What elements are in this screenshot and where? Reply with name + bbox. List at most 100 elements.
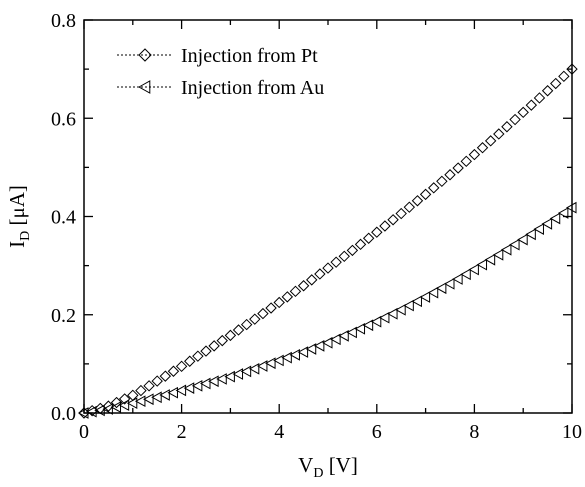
data-point-diamond: [436, 175, 448, 188]
data-point-triangle: [175, 384, 187, 397]
data-point-triangle: [86, 405, 97, 418]
y-tick-label: 0.8: [51, 10, 76, 32]
data-point-triangle: [565, 201, 577, 214]
data-point-triangle: [452, 273, 463, 285]
data-point-triangle: [94, 404, 105, 417]
data-point-triangle: [134, 395, 146, 408]
data-point-triangle: [289, 349, 300, 361]
x-tick-label: 0: [79, 421, 89, 443]
data-point-diamond: [257, 307, 269, 320]
data-point-diamond: [371, 226, 383, 238]
y-tick-label: 0.4: [51, 207, 76, 229]
data-point-triangle: [224, 370, 235, 383]
data-point-triangle: [484, 253, 496, 266]
data-point-triangle: [411, 295, 422, 308]
data-point-triangle: [143, 393, 154, 406]
data-point-triangle: [167, 386, 178, 399]
x-axis-label: VD [V]: [298, 453, 358, 481]
data-point-diamond: [306, 274, 318, 286]
data-point-triangle: [102, 403, 113, 415]
data-point-diamond: [338, 250, 350, 262]
series-0: [78, 63, 578, 419]
data-point-triangle: [110, 401, 122, 413]
data-point-triangle: [191, 379, 203, 392]
data-point-diamond: [468, 148, 481, 161]
legend-marker: [137, 80, 151, 94]
data-point-triangle: [354, 322, 366, 335]
data-point-diamond: [533, 92, 546, 104]
data-point-diamond: [224, 329, 237, 342]
data-point-triangle: [338, 330, 349, 342]
x-tick-label: 6: [372, 421, 382, 443]
data-point-triangle: [476, 258, 488, 271]
data-point-diamond: [265, 302, 277, 314]
data-point-diamond: [541, 85, 554, 97]
data-point-diamond: [184, 355, 196, 367]
axis-ticks: 0 2 4 6 8 10 0.0 0.2 0.4 0.6 0.8: [51, 10, 582, 443]
data-point-triangle: [240, 365, 252, 378]
data-point-diamond: [395, 207, 407, 220]
y-axis-label: ID [μA]: [5, 185, 33, 248]
series-1: [77, 201, 577, 419]
data-point-diamond: [354, 238, 367, 251]
data-point-diamond: [151, 375, 163, 387]
data-point-triangle: [533, 223, 544, 235]
data-point-triangle: [557, 207, 569, 219]
data-point-triangle: [183, 382, 195, 394]
data-point-triangle: [297, 346, 309, 358]
plot-frame: [83, 19, 573, 414]
data-point-triangle: [273, 354, 284, 367]
data-point-triangle: [468, 263, 479, 276]
data-point-diamond: [428, 182, 440, 194]
y-tick-label: 0.6: [51, 108, 76, 130]
data-point-diamond: [281, 291, 294, 303]
data-point-triangle: [435, 282, 447, 295]
x-tick-label: 8: [469, 421, 479, 443]
legend: Injection from Pt Injection from Au: [117, 45, 324, 99]
data-point-diamond: [460, 155, 472, 168]
data-point-diamond: [135, 384, 147, 397]
data-point-diamond: [484, 135, 497, 147]
data-point-triangle: [118, 399, 130, 411]
data-point-diamond: [322, 262, 334, 274]
data-point-triangle: [232, 368, 244, 380]
data-point-triangle: [265, 357, 276, 370]
data-point-triangle: [370, 315, 382, 328]
data-point-diamond: [558, 70, 570, 83]
data-point-diamond: [493, 128, 505, 140]
data-point-diamond: [387, 214, 399, 226]
data-point-diamond: [175, 360, 188, 373]
data-point-diamond: [192, 350, 204, 362]
data-point-diamond: [216, 334, 228, 347]
data-point-diamond: [566, 63, 578, 75]
x-tick-label: 4: [274, 421, 284, 443]
x-tick-label: 2: [177, 421, 187, 443]
data-point-triangle: [305, 343, 317, 355]
data-point-diamond: [379, 220, 391, 232]
data-points: [77, 63, 578, 419]
data-point-triangle: [419, 291, 431, 303]
data-point-triangle: [460, 268, 471, 281]
data-point-triangle: [151, 391, 162, 404]
data-point-triangle: [387, 307, 398, 320]
data-point-triangle: [330, 333, 341, 346]
data-point-diamond: [110, 396, 123, 409]
data-point-diamond: [346, 244, 359, 257]
data-point-triangle: [346, 326, 357, 339]
data-point-diamond: [550, 77, 562, 90]
data-point-triangle: [281, 351, 292, 364]
data-point-diamond: [476, 142, 489, 154]
data-point-triangle: [216, 373, 227, 385]
data-point-diamond: [200, 345, 212, 357]
data-point-diamond: [419, 188, 432, 201]
data-point-triangle: [395, 303, 406, 316]
data-point-triangle: [378, 311, 390, 324]
data-point-diamond: [517, 106, 529, 119]
legend-label: Injection from Au: [181, 77, 324, 99]
data-point-diamond: [452, 162, 464, 174]
data-point-diamond: [232, 324, 245, 336]
data-point-diamond: [118, 393, 131, 405]
data-point-triangle: [362, 319, 374, 332]
data-point-diamond: [403, 201, 416, 213]
data-point-diamond: [411, 195, 424, 207]
